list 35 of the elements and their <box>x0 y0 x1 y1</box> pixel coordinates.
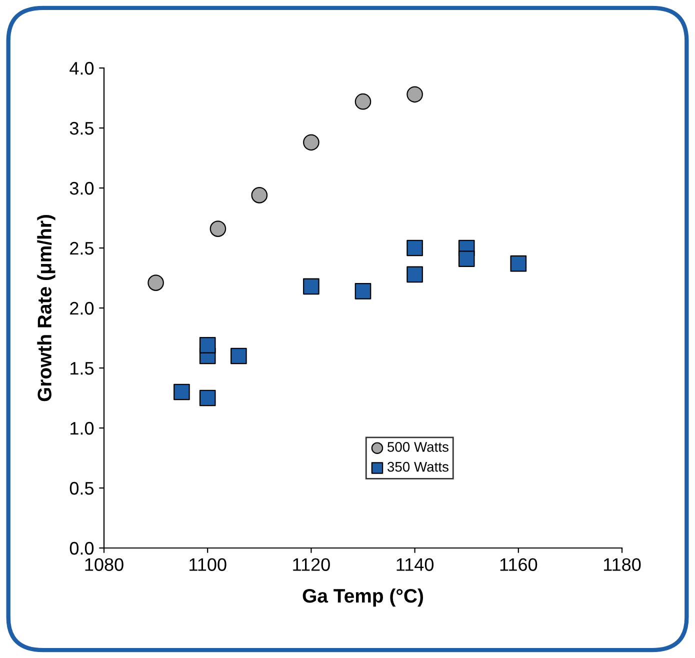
y-tick-label: 1.5 <box>70 362 94 375</box>
point <box>174 384 190 400</box>
x-tick-label: 1100 <box>190 558 226 571</box>
x-tick-label: 1120 <box>293 558 330 571</box>
point <box>406 86 423 103</box>
legend-label: 500 Watts <box>388 442 448 452</box>
y-tick-label: 4.0 <box>70 62 94 75</box>
y-tick-label: 2.0 <box>70 302 94 315</box>
y-tick-label: 0.0 <box>70 542 94 555</box>
point <box>199 337 216 354</box>
y-tick-label: 2.5 <box>70 242 94 255</box>
point <box>303 278 320 295</box>
legend-label: 350 Watts <box>387 462 448 472</box>
x-tick-label: 1180 <box>604 558 641 571</box>
y-tick-label: 3.0 <box>70 182 94 195</box>
point <box>230 348 247 364</box>
x-tick-label: 1080 <box>85 558 124 571</box>
y-tick-label: 1.0 <box>70 422 94 435</box>
point <box>303 134 320 151</box>
y-tick-label: 0.5 <box>70 482 94 495</box>
y-axis-title: Growth Rate (μm/hr) <box>37 214 56 402</box>
point <box>148 274 164 291</box>
point <box>458 250 475 267</box>
point <box>199 390 216 406</box>
point <box>510 255 527 272</box>
point <box>210 220 226 237</box>
point <box>406 266 423 283</box>
point <box>251 187 268 204</box>
point <box>354 93 372 110</box>
x-axis-title: Ga Temp (°C) <box>302 588 424 607</box>
point <box>354 283 372 300</box>
point <box>406 240 423 256</box>
x-tick-label: 1140 <box>396 558 434 571</box>
y-tick-label: 3.5 <box>70 122 94 135</box>
x-tick-label: 1160 <box>500 558 538 571</box>
